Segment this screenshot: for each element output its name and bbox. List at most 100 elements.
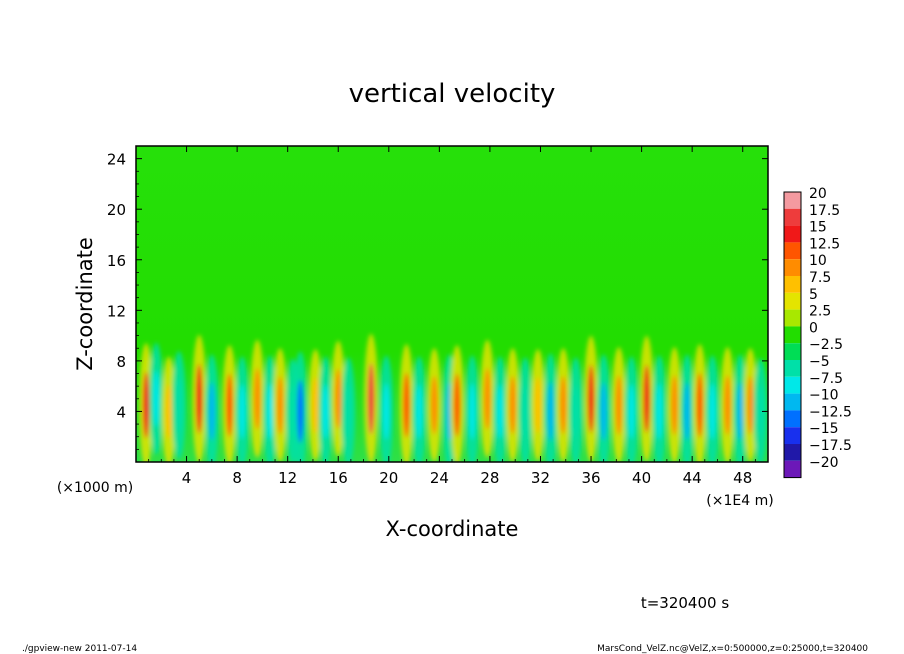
velocity-cell [643,364,650,433]
footer-left: ./gpview-new 2011-07-14 [22,644,137,654]
velocity-cell [696,372,703,438]
colorbar-swatch [784,444,801,461]
colorbar-swatch [784,192,801,209]
colorbar-swatch [784,343,801,360]
y-axis: 4 8 12 16 20 24 [107,151,768,450]
colorbar-label: 10 [809,253,827,269]
colorbar: 2017.51512.5107.552.50−2.5−5−7.5−10−12.5… [783,186,852,479]
velocity-cell [724,375,731,436]
velocity-cell [522,384,529,439]
colorbar-label: −10 [809,388,839,404]
velocity-cell [367,363,375,435]
x-tick-label: 4 [182,469,192,487]
x-tick-label: 28 [480,469,499,487]
velocity-cell [297,379,304,444]
velocity-cell [431,375,438,435]
velocity-cell [453,373,461,437]
y-tick-label: 12 [107,302,126,320]
colorbar-swatch [784,376,801,394]
velocity-cell [683,382,691,441]
time-label: t=320400 s [641,594,729,612]
colorbar-label: −2.5 [809,337,843,353]
x-axis: 4 8 12 16 20 24 28 32 36 40 44 48 [148,146,756,487]
colorbar-label: −7.5 [809,371,843,387]
x-tick-label: 32 [531,469,550,487]
colorbar-swatch [784,393,801,411]
velocity-cell [383,383,390,440]
colorbar-label: 2.5 [809,304,831,320]
x-tick-label: 48 [733,469,752,487]
velocity-cell [175,378,183,432]
velocity-cell [266,383,274,440]
velocity-cell [403,372,410,438]
velocity-cell [534,376,542,434]
velocity-cell [560,375,567,435]
velocity-cell [757,385,764,438]
velocity-cell [312,376,319,434]
y-axis-label: Z-coordinate [73,237,97,371]
velocity-cell [736,382,744,441]
x-axis-label: X-coordinate [386,517,519,541]
colorbar-label: 17.5 [809,203,840,219]
colorbar-label: −5 [809,354,830,370]
x-tick-label: 8 [232,469,242,487]
velocity-cell [587,364,595,433]
x-tick-label: 24 [430,469,449,487]
x-tick-label: 20 [379,469,398,487]
velocity-cell [600,382,607,441]
y-tick-label: 4 [116,403,126,421]
velocity-cell [615,375,623,436]
colorbar-swatch [784,292,801,310]
colorbar-label: −17.5 [809,438,852,454]
x-tick-label: 36 [581,469,600,487]
x-tick-label: 12 [278,469,297,487]
velocity-cell [747,375,754,435]
colorbar-frame [783,191,802,479]
colorbar-swatch [784,326,801,344]
velocity-cell [165,383,173,440]
velocity-cell [142,371,150,439]
velocity-cell [628,383,635,440]
colorbar-label: −12.5 [809,404,852,420]
y-tick-label: 20 [107,201,126,219]
velocity-cell [572,384,580,439]
colorbar-label: 15 [809,220,827,236]
colorbar-label: −15 [809,421,839,437]
velocity-cell [547,381,554,442]
footer-right: MarsCond_VelZ.nc@VelZ,x=0:500000,z=0:250… [597,644,868,654]
colorbar-label: 5 [809,287,818,303]
colorbar-swatch [784,225,801,243]
velocity-cell [709,383,716,440]
velocity-cell [208,382,216,441]
colorbar-swatch [784,410,801,428]
x-unit-left: (×1000 m) [57,480,133,496]
velocity-cell [484,368,491,430]
colorbar-swatch [784,242,801,260]
colorbar-swatch [784,460,801,478]
colorbar-label: 20 [809,186,827,202]
velocity-field [139,333,768,462]
colorbar-label: −20 [809,455,839,471]
velocity-cell [335,368,342,429]
velocity-cell [238,383,246,440]
colorbar-label: 12.5 [809,236,840,252]
velocity-cell [345,384,352,439]
y-tick-label: 8 [116,353,126,371]
colorbar-swatch [784,276,801,293]
velocity-cell [322,383,329,440]
colorbar-swatch [784,309,801,327]
colorbar-swatch [784,208,801,226]
velocity-cell [254,368,261,430]
y-tick-label: 16 [107,252,126,270]
velocity-cell [671,375,678,436]
velocity-cell [153,370,160,428]
velocity-cell [415,383,423,440]
velocity-cell [226,373,233,437]
velocity-cell [469,383,476,440]
velocity-cell [496,383,504,440]
x-tick-label: 16 [329,469,348,487]
velocity-cell [196,364,203,434]
colorbar-label: 0 [809,320,818,336]
velocity-cell [509,375,516,435]
